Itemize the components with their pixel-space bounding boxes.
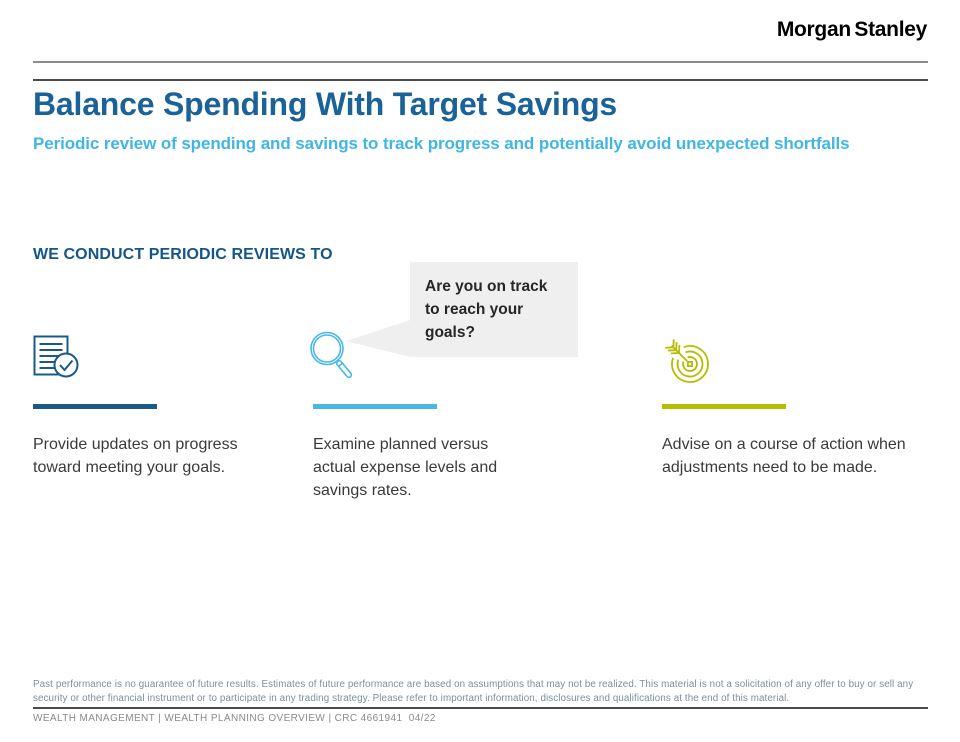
accent-bar: [662, 404, 786, 409]
disclaimer-text: Past performance is no guarantee of futu…: [33, 679, 914, 704]
column-text: Advise on a course of action when adjust…: [662, 436, 906, 476]
target-arrow-icon: [656, 331, 718, 389]
column-text: Examine planned versus actual expense le…: [313, 436, 498, 499]
header-rule-top: [33, 61, 928, 63]
footer-rule: [33, 707, 928, 709]
header-rule-bottom: [33, 79, 928, 81]
morgan-stanley-logo: Morgan Stanley: [776, 18, 927, 41]
callout-text: Are you on track to reach your goals?: [410, 262, 578, 357]
page-title: Balance Spending With Target Savings: [33, 86, 618, 122]
callout-bubble: Are you on track to reach your goals?: [346, 262, 578, 357]
section-heading: WE CONDUCT PERIODIC REVIEWS TO: [33, 246, 333, 263]
column-text: Provide updates on progress toward meeti…: [33, 436, 238, 476]
page-subtitle: Periodic review of spending and savings …: [33, 134, 850, 153]
accent-bar: [33, 404, 157, 409]
accent-bar: [313, 404, 437, 409]
magnifier-icon: [306, 330, 360, 384]
document-checklist-icon: [33, 335, 79, 378]
footer-meta: WEALTH MANAGEMENT | WEALTH PLANNING OVER…: [33, 713, 436, 724]
